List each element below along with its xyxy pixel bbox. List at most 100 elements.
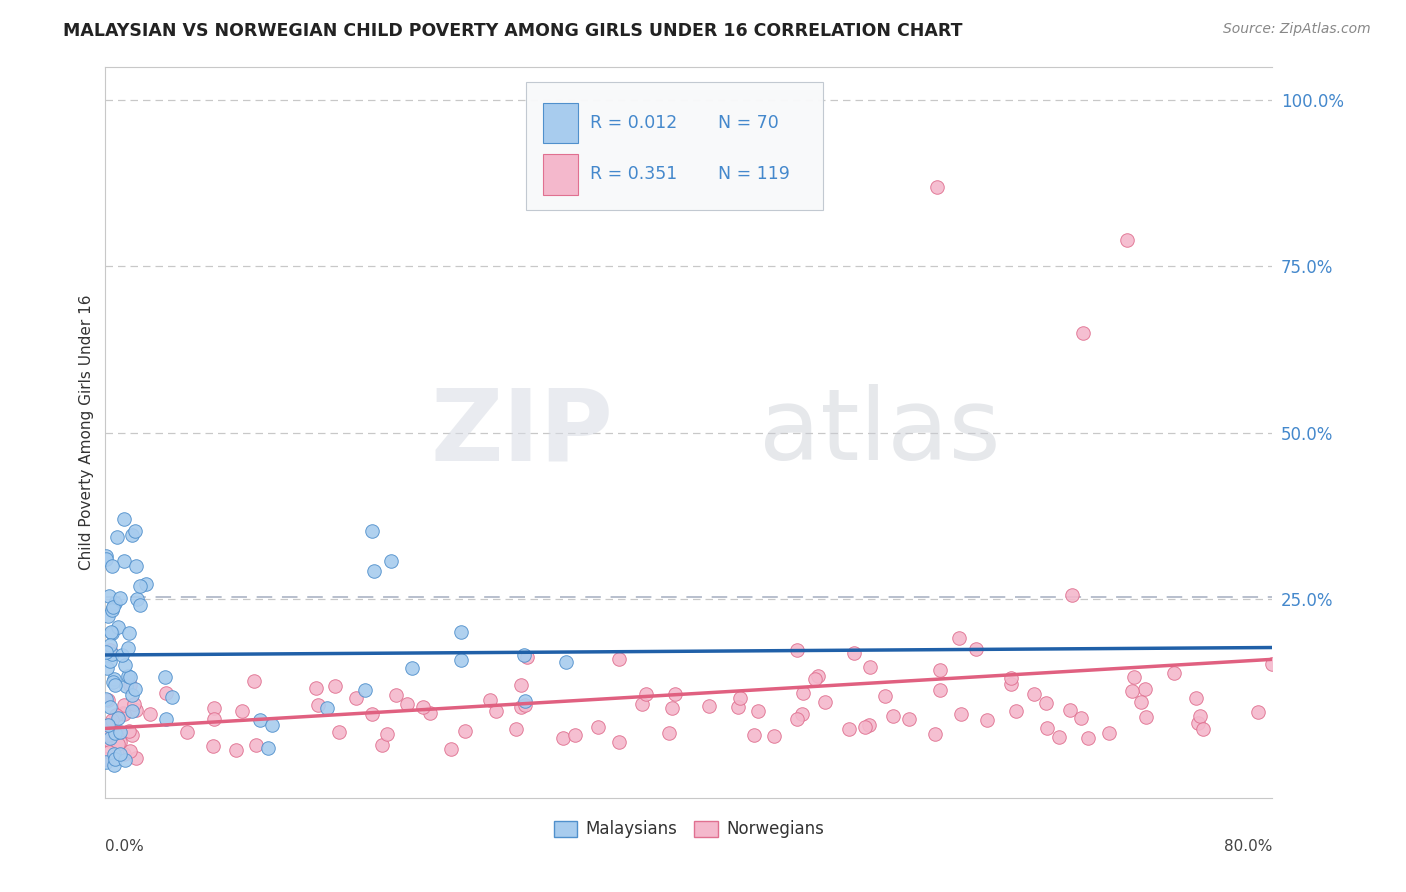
Point: [122, 698, 145, 712]
Point: [124, 703, 146, 717]
Point: [1000, 677, 1022, 691]
Point: [929, 683, 952, 698]
Point: [1077, 731, 1099, 745]
Point: [844, 646, 866, 660]
Point: [607, 652, 630, 666]
Point: [104, 726, 127, 740]
Point: [124, 681, 146, 696]
Point: [1115, 233, 1137, 247]
Point: [564, 728, 586, 742]
Point: [1135, 710, 1157, 724]
Point: [1187, 716, 1209, 731]
Point: [976, 713, 998, 727]
Point: [118, 626, 141, 640]
Point: [242, 674, 264, 689]
Point: [727, 699, 749, 714]
Point: [1133, 681, 1156, 696]
Point: [924, 727, 946, 741]
Point: [361, 524, 384, 539]
Point: [873, 690, 896, 704]
Point: [245, 738, 267, 752]
Point: [103, 599, 125, 614]
Point: [120, 678, 142, 692]
Point: [607, 735, 630, 749]
Point: [112, 554, 135, 568]
Point: [107, 619, 129, 633]
Point: [305, 681, 328, 696]
Point: [101, 603, 124, 617]
Point: [114, 679, 136, 693]
Point: [897, 711, 920, 725]
Point: [634, 687, 657, 701]
Point: [112, 747, 135, 762]
Point: [96, 752, 118, 766]
Point: [661, 701, 683, 715]
Text: N = 119: N = 119: [718, 165, 790, 184]
Point: [658, 725, 681, 739]
Point: [664, 687, 686, 701]
Point: [742, 728, 765, 742]
Point: [104, 678, 127, 692]
Point: [257, 740, 280, 755]
Point: [450, 625, 472, 640]
Point: [380, 554, 402, 568]
Point: [121, 528, 143, 542]
Point: [515, 698, 537, 712]
Text: R = 0.351: R = 0.351: [589, 165, 678, 184]
Point: [103, 672, 125, 686]
Point: [485, 704, 508, 718]
Point: [98, 643, 121, 657]
Point: [114, 658, 136, 673]
Point: [1036, 721, 1059, 735]
Point: [1163, 666, 1185, 681]
Point: [135, 576, 157, 591]
Point: [1123, 669, 1146, 683]
Point: [94, 551, 117, 566]
Point: [786, 643, 808, 657]
Point: [103, 747, 125, 762]
Point: [1047, 730, 1070, 744]
Point: [925, 179, 948, 194]
Point: [118, 744, 141, 758]
Point: [505, 722, 527, 736]
Point: [730, 691, 752, 706]
Point: [1060, 588, 1083, 602]
Point: [96, 661, 118, 675]
Point: [176, 725, 198, 739]
Point: [124, 524, 146, 539]
Point: [509, 700, 531, 714]
Text: R = 0.012: R = 0.012: [589, 114, 678, 132]
Point: [1121, 684, 1143, 698]
Point: [155, 712, 177, 726]
Point: [249, 713, 271, 727]
Point: [96, 755, 118, 769]
Point: [112, 706, 135, 721]
Point: [97, 608, 120, 623]
Point: [344, 690, 367, 705]
Point: [385, 689, 408, 703]
Point: [103, 758, 125, 772]
Point: [929, 663, 952, 677]
Point: [838, 722, 860, 736]
Point: [114, 753, 136, 767]
Text: 0.0%: 0.0%: [105, 838, 145, 854]
Point: [98, 654, 121, 668]
Bar: [543, 154, 578, 194]
Point: [882, 709, 904, 723]
Point: [94, 549, 117, 563]
Point: [105, 530, 128, 544]
Y-axis label: Child Poverty Among Girls Under 16: Child Poverty Among Girls Under 16: [79, 295, 94, 570]
Point: [965, 641, 987, 656]
Point: [108, 591, 131, 606]
Point: [813, 696, 835, 710]
Point: [108, 747, 131, 761]
Point: [1000, 671, 1022, 685]
Point: [121, 704, 143, 718]
Text: N = 70: N = 70: [718, 114, 779, 132]
Point: [948, 631, 970, 645]
Point: [121, 688, 143, 702]
Point: [139, 706, 162, 721]
Point: [98, 734, 121, 748]
Point: [478, 693, 501, 707]
Legend: Malaysians, Norwegians: Malaysians, Norwegians: [547, 814, 831, 845]
